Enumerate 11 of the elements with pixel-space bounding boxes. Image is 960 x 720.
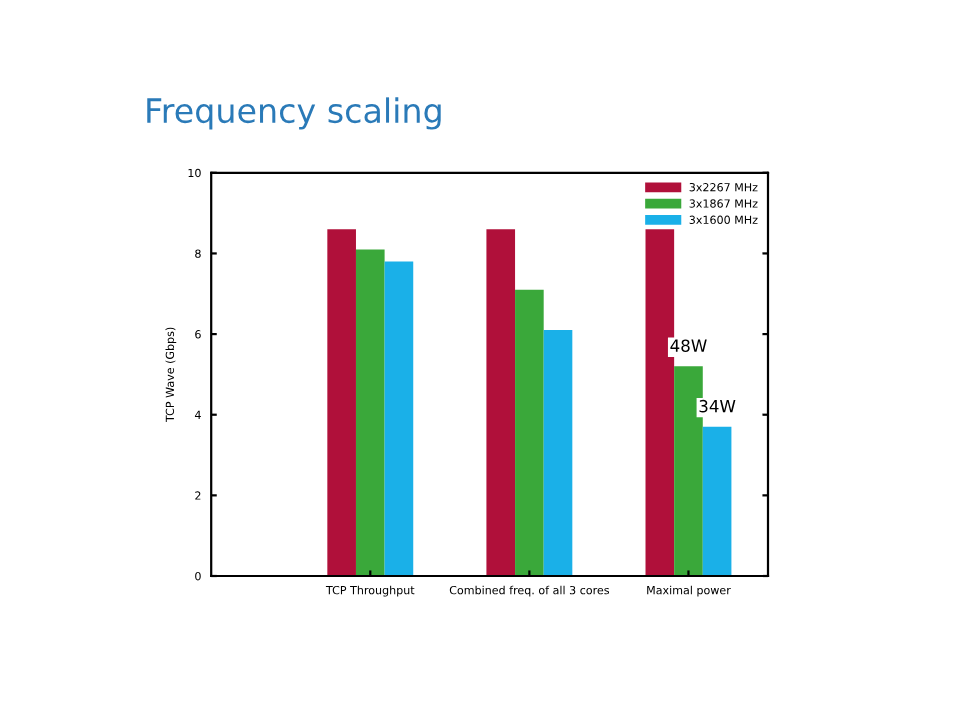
bar xyxy=(543,330,573,576)
annotation: 34W xyxy=(699,399,736,413)
bar xyxy=(355,249,385,576)
chart-title: Frequency scaling xyxy=(147,97,441,130)
bar xyxy=(702,426,732,576)
bar xyxy=(384,261,414,576)
bar xyxy=(327,229,356,576)
bar xyxy=(674,366,703,576)
bar xyxy=(486,229,516,576)
bar xyxy=(515,289,544,576)
annotation: 48W xyxy=(670,339,707,352)
